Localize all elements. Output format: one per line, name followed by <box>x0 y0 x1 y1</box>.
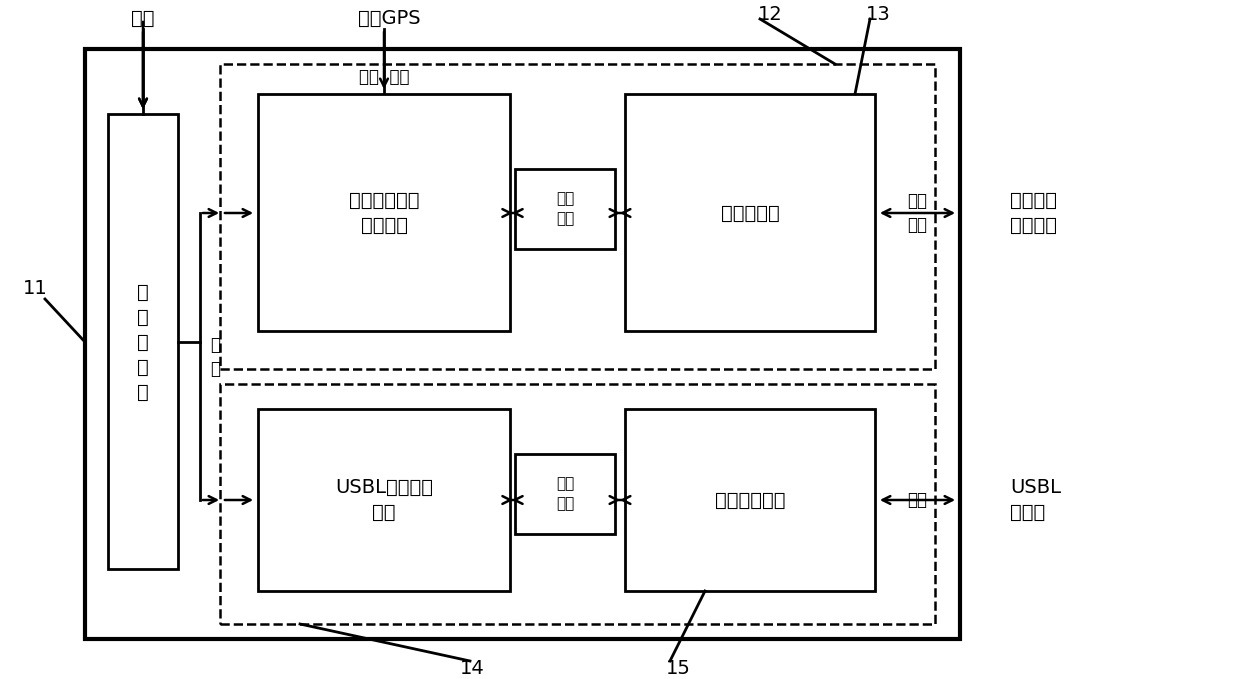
Text: 工作站与采集
控制软件: 工作站与采集 控制软件 <box>348 191 419 235</box>
Text: 采集控制器: 采集控制器 <box>720 204 780 223</box>
Text: 差分GPS: 差分GPS <box>357 9 420 28</box>
Text: 光电缆、
拖曳框架: 光电缆、 拖曳框架 <box>1011 191 1056 235</box>
Text: 12: 12 <box>758 5 782 24</box>
Text: 14: 14 <box>460 659 485 678</box>
Text: 定位: 定位 <box>906 491 928 509</box>
Text: 15: 15 <box>666 659 691 678</box>
Text: USBL工作站与
软件: USBL工作站与 软件 <box>335 478 433 522</box>
Text: 控制
存储: 控制 存储 <box>556 477 574 511</box>
Bar <box>515 169 615 249</box>
Text: 船电: 船电 <box>131 9 155 28</box>
Bar <box>108 114 179 569</box>
Bar <box>515 454 615 534</box>
Text: 控制
存储: 控制 存储 <box>556 191 574 226</box>
Text: USBL
应答器: USBL 应答器 <box>1011 478 1061 522</box>
Text: 不
间
断
电
源: 不 间 断 电 源 <box>138 282 149 401</box>
Text: 信号
传输: 信号 传输 <box>906 192 928 234</box>
Bar <box>258 94 510 331</box>
Text: 导航  对钟: 导航 对钟 <box>358 68 409 86</box>
Text: 11: 11 <box>22 280 47 299</box>
Bar <box>625 409 875 591</box>
Bar <box>625 94 875 331</box>
Text: 供
电: 供 电 <box>210 336 219 378</box>
Bar <box>219 384 935 624</box>
Bar <box>258 409 510 591</box>
Text: 13: 13 <box>866 5 890 24</box>
Bar <box>219 64 935 369</box>
Bar <box>86 49 960 639</box>
Text: 船载声学基阵: 船载声学基阵 <box>714 490 785 509</box>
